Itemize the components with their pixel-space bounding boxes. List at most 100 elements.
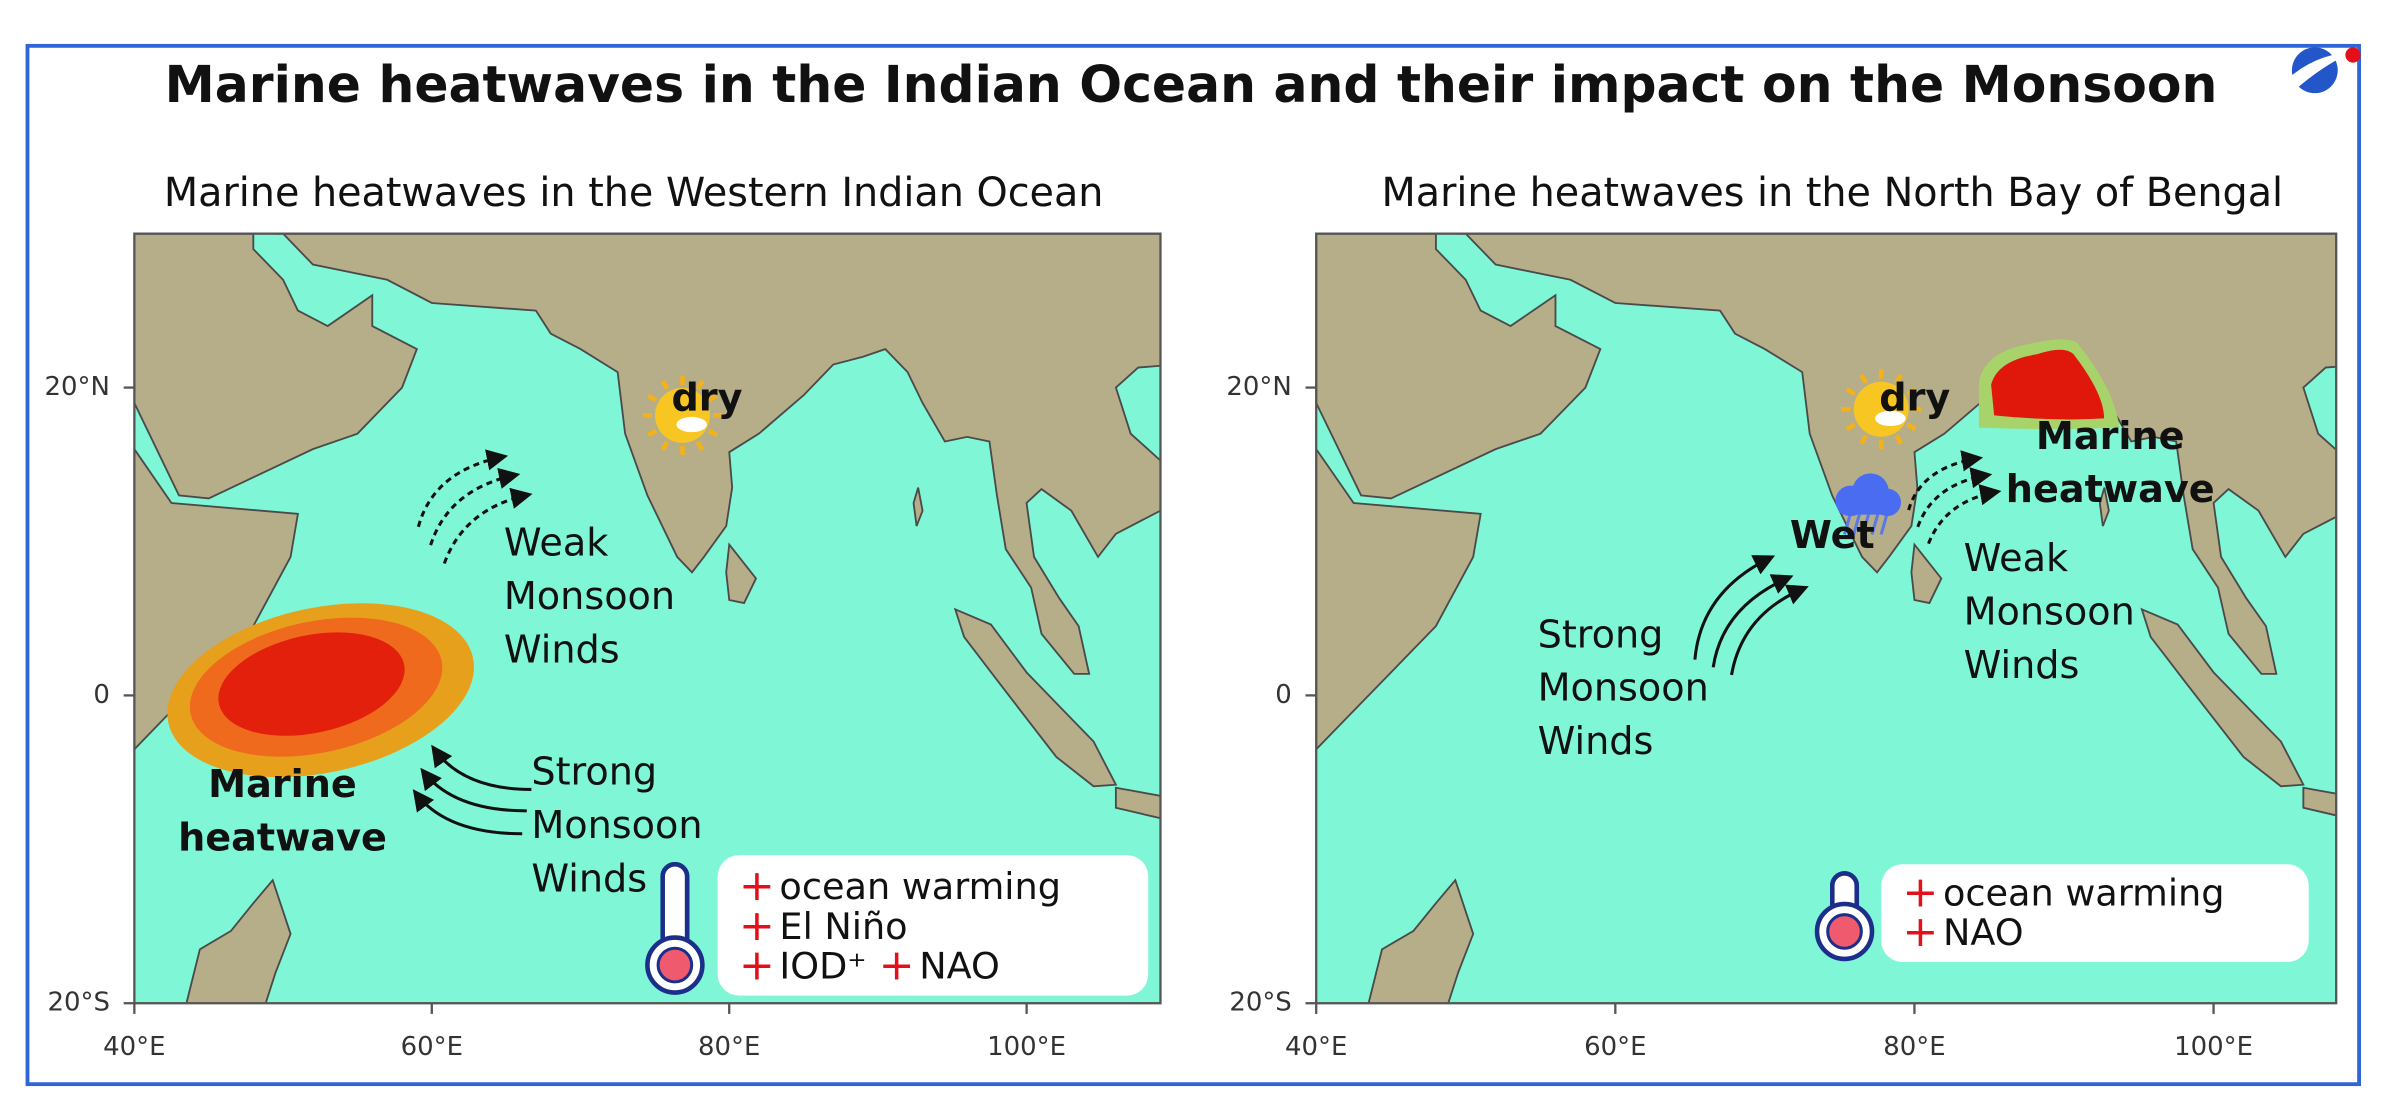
land bbox=[1114, 786, 1161, 820]
strong-wind-arrow bbox=[1730, 584, 1809, 676]
annotation: heatwave bbox=[2006, 468, 2215, 512]
land bbox=[953, 607, 1118, 788]
rain-drop bbox=[1852, 512, 1862, 535]
thermometer-icon bbox=[1814, 871, 1875, 962]
sun-ray bbox=[1906, 422, 1917, 432]
map-panel: Marine heatwaves in the Western Indian O… bbox=[45, 170, 1162, 1062]
sun-ray bbox=[647, 393, 658, 403]
land bbox=[1367, 878, 1475, 1004]
legend-marker: + bbox=[1903, 867, 1939, 917]
map-panel: Marine heatwaves in the North Bay of Ben… bbox=[1226, 170, 2338, 1062]
legend-marker: + bbox=[739, 901, 775, 951]
legend-marker: + bbox=[739, 861, 775, 911]
x-tick-label: 100°E bbox=[987, 1032, 1066, 1062]
y-tick-label: 20°N bbox=[45, 372, 110, 402]
thermometer-bulb bbox=[656, 946, 694, 984]
legend-item: IOD⁺ bbox=[779, 945, 866, 988]
annotation: Monsoon bbox=[531, 804, 702, 848]
map bbox=[134, 233, 1161, 1004]
annotation: Marine bbox=[208, 763, 357, 807]
annotation: Winds bbox=[531, 858, 647, 902]
x-tick-label: 80°E bbox=[698, 1032, 760, 1062]
sun-icon bbox=[1841, 369, 1921, 449]
weak-wind-arrow bbox=[1927, 484, 2002, 545]
annotation: Strong bbox=[1538, 613, 1664, 657]
annotation: Weak bbox=[504, 522, 608, 566]
legend-item: NAO bbox=[1943, 911, 2024, 954]
land bbox=[1316, 233, 1602, 500]
legend-item: ocean warming bbox=[779, 865, 1061, 908]
annotation: Wet bbox=[1790, 514, 1875, 558]
thermometer-bulb bbox=[1826, 913, 1863, 950]
strong-wind-arrow bbox=[1693, 555, 1776, 660]
annotation: Strong bbox=[531, 751, 657, 795]
weak-wind-arrow bbox=[1916, 467, 1993, 528]
heatwave-core bbox=[1991, 349, 2105, 420]
legend-item: NAO bbox=[919, 945, 1000, 988]
y-tick-label: 20°S bbox=[1229, 988, 1291, 1018]
weak-wind-arrow bbox=[416, 449, 509, 528]
land bbox=[1316, 447, 1482, 751]
sun-cloud bbox=[676, 416, 707, 433]
legend-item: El Niño bbox=[779, 905, 907, 948]
annotation: Winds bbox=[1538, 720, 1654, 764]
annotation: dry bbox=[1879, 377, 1950, 421]
land bbox=[912, 487, 924, 527]
legend-marker: + bbox=[739, 941, 775, 991]
annotation: Winds bbox=[504, 629, 620, 673]
land bbox=[1458, 233, 2337, 675]
land bbox=[725, 542, 758, 605]
x-tick-label: 100°E bbox=[2174, 1032, 2253, 1062]
sun-ray bbox=[1859, 434, 1868, 445]
x-tick-label: 80°E bbox=[1883, 1032, 1945, 1062]
land bbox=[2098, 487, 2110, 527]
annotation: Monsoon bbox=[1964, 590, 2135, 634]
legend-box bbox=[1881, 864, 2309, 963]
title: Marine heatwaves in the Indian Ocean and… bbox=[165, 55, 2218, 114]
land bbox=[275, 233, 1161, 675]
sun-ray bbox=[1906, 387, 1917, 396]
rain-drop bbox=[1843, 512, 1853, 535]
logo bbox=[2287, 47, 2361, 94]
x-tick-label: 40°E bbox=[1285, 1032, 1347, 1062]
heatwave-core bbox=[218, 632, 405, 736]
rain-drop bbox=[1870, 512, 1880, 535]
strong-wind-arrow bbox=[1711, 574, 1794, 668]
land bbox=[185, 878, 292, 1004]
land bbox=[2140, 607, 2305, 788]
rain-cloud-icon bbox=[1835, 473, 1902, 535]
annotation: Monsoon bbox=[1538, 667, 1709, 711]
sun-ray bbox=[707, 428, 719, 438]
sun-ray bbox=[1894, 373, 1904, 384]
y-tick-label: 20°N bbox=[1226, 372, 1291, 402]
thermometer-icon bbox=[645, 861, 705, 995]
annotation: dry bbox=[671, 377, 742, 421]
land bbox=[2302, 786, 2337, 817]
rain-drop bbox=[1861, 512, 1871, 535]
y-tick-label: 20°S bbox=[48, 988, 110, 1018]
sun-ray bbox=[660, 379, 670, 391]
x-tick-label: 60°E bbox=[401, 1032, 463, 1062]
weak-wind-arrow bbox=[429, 467, 521, 546]
sun-ray bbox=[707, 393, 719, 403]
sun-ray bbox=[647, 428, 658, 438]
panel-subtitle: Marine heatwaves in the Western Indian O… bbox=[164, 170, 1104, 216]
strong-wind-arrow bbox=[420, 767, 527, 813]
annotation: Monsoon bbox=[504, 575, 675, 619]
legend-marker: + bbox=[1903, 907, 1939, 957]
sun-ray bbox=[660, 440, 670, 451]
annotation: Winds bbox=[1964, 644, 2080, 688]
map-frame bbox=[133, 232, 1162, 1005]
strong-wind-arrow bbox=[431, 744, 532, 791]
annotation: Weak bbox=[1964, 537, 2068, 581]
sun-cloud bbox=[1875, 410, 1906, 427]
sun-ray bbox=[1845, 387, 1856, 396]
x-tick-label: 40°E bbox=[103, 1032, 165, 1062]
legend-box bbox=[717, 855, 1149, 996]
sun-ray bbox=[1894, 434, 1904, 445]
map-frame bbox=[1315, 232, 2338, 1005]
sun-ray bbox=[1859, 373, 1868, 384]
legend-item: ocean warming bbox=[1943, 871, 2225, 914]
